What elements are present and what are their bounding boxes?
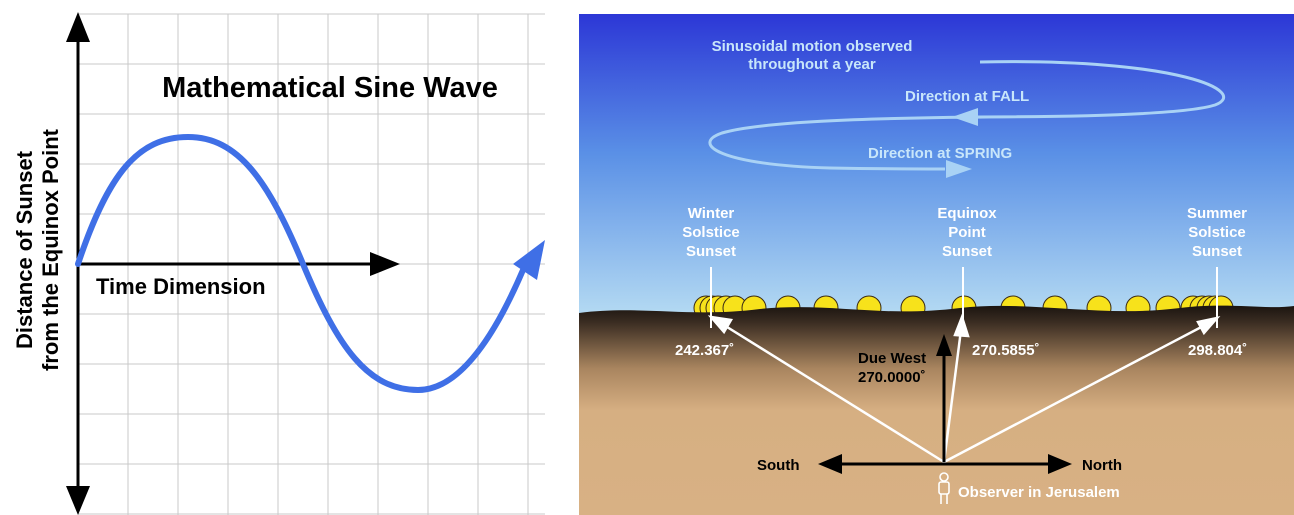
winter-solstice-label: Winter Solstice Sunset [682, 205, 740, 260]
equinox-point-label: Equinox Point Sunset [937, 205, 997, 260]
spring-direction-label: Direction at SPRING [868, 145, 1012, 162]
north-arrow [1048, 454, 1072, 474]
y-axis-arrow-top [66, 12, 90, 42]
due-west-azimuth: 270.0000˚ [858, 369, 926, 386]
observer-label: Observer in Jerusalem [958, 484, 1120, 501]
horizon-panel: Sinusoidal motion observed throughout a … [579, 14, 1294, 515]
x-axis-arrow [370, 252, 400, 276]
grid [78, 13, 545, 515]
winter-label-line3: Sunset [686, 243, 736, 260]
winter-sight-arrow [707, 315, 734, 335]
spring-direction-arrow [946, 160, 972, 178]
motion-caption-line1: Sinusoidal motion observed [712, 38, 913, 55]
summer-sight-arrow [1196, 316, 1221, 336]
winter-azimuth: 242.367˚ [675, 342, 734, 359]
winter-label-line1: Winter [688, 205, 735, 222]
south-arrow [818, 454, 842, 474]
y-axis-label-line2: from the Equinox Point [38, 128, 63, 371]
summer-label-line1: Summer [1187, 205, 1247, 222]
summer-label-line2: Solstice [1188, 224, 1246, 241]
sine-wave-title: Mathematical Sine Wave [162, 72, 498, 104]
time-dimension-label: Time Dimension [96, 274, 266, 299]
ground [579, 305, 1294, 515]
observer-icon [938, 472, 950, 504]
equinox-azimuth: 270.5855˚ [972, 342, 1040, 359]
y-axis-arrow-bottom [66, 486, 90, 515]
summer-azimuth: 298.804˚ [1188, 342, 1247, 359]
winter-label-line2: Solstice [682, 224, 740, 241]
south-label: South [757, 457, 800, 474]
due-west-label: Due West [858, 350, 926, 367]
summer-label-line3: Sunset [1192, 243, 1242, 260]
sine-wave-arrow [513, 240, 545, 280]
due-west-arrow [936, 334, 952, 356]
equinox-sight-arrow [953, 313, 970, 338]
motion-caption-line2: throughout a year [748, 56, 876, 73]
fall-direction-arrow [952, 108, 978, 126]
equinox-label-line3: Sunset [942, 243, 992, 260]
sine-wave-panel: Mathematical Sine Wave Time Dimension Di… [12, 12, 545, 515]
summer-sight-line [943, 321, 1210, 464]
y-axis-label-line1: Distance of Sunset [12, 150, 37, 349]
fall-direction-label: Direction at FALL [905, 88, 1029, 105]
equinox-label-line1: Equinox [937, 205, 997, 222]
north-label: North [1082, 457, 1122, 474]
sine-wave-curve [75, 133, 526, 394]
equinox-sight-line [942, 329, 963, 463]
summer-solstice-label: Summer Solstice Sunset [1187, 205, 1247, 260]
equinox-label-line2: Point [948, 224, 986, 241]
motion-loop-path [708, 60, 1226, 171]
winter-sight-line [718, 320, 945, 464]
